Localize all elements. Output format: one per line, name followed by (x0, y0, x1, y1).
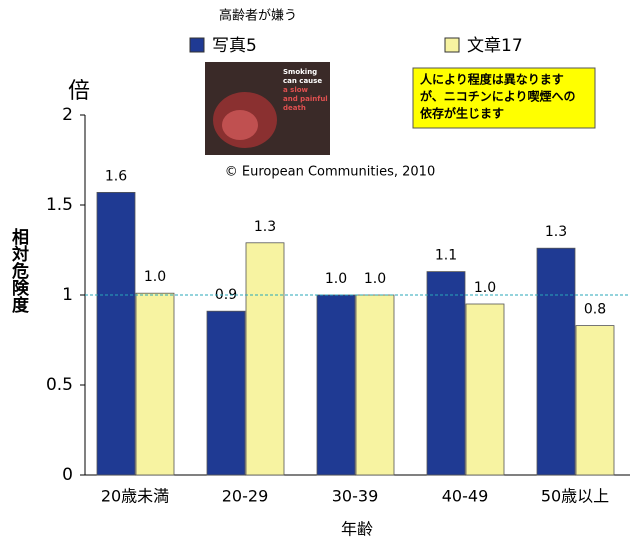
image-caption: 高齢者が嫌う (219, 8, 297, 24)
x-axis-title: 年齢 (341, 520, 373, 539)
legend-swatch (445, 38, 459, 52)
bar (97, 192, 135, 475)
photo-text: and painful (283, 95, 328, 103)
value-label: 1.0 (325, 271, 347, 287)
chart: 高齢者が嫌う © European Communities, 2010 倍 相対… (0, 0, 631, 545)
copyright: © European Communities, 2010 (225, 165, 435, 180)
x-tick-label: 20-29 (222, 487, 269, 506)
legend-label: 文章17 (467, 36, 523, 56)
value-label: 1.3 (545, 224, 567, 240)
x-tick-label: 20歳未満 (101, 487, 169, 506)
value-label: 1.3 (254, 219, 276, 235)
y-tick-label: 2 (62, 105, 73, 125)
y-tick-label: 1.5 (46, 195, 73, 215)
legend-label: 写真5 (212, 36, 257, 56)
value-label: 1.0 (364, 271, 386, 287)
bar (136, 293, 174, 475)
value-label: 1.0 (474, 280, 496, 296)
photo-detail (222, 110, 258, 140)
x-tick-label: 40-49 (442, 487, 489, 506)
bar (317, 295, 355, 475)
bar (246, 243, 284, 475)
photo-text: death (283, 104, 306, 112)
value-label: 1.6 (105, 168, 127, 184)
annotation-text: 人により程度は異なります (420, 72, 564, 87)
x-tick-label: 30-39 (332, 487, 379, 506)
bar (576, 326, 614, 475)
y-tick-label: 0.5 (46, 375, 73, 395)
annotation-text: が、ニコチンにより喫煙への (420, 89, 576, 104)
bar (466, 304, 504, 475)
bar (207, 311, 245, 475)
bar (427, 272, 465, 475)
legend-swatch (190, 38, 204, 52)
x-tick-label: 50歳以上 (541, 487, 609, 506)
bar (537, 248, 575, 475)
bar (356, 295, 394, 475)
photo-text: a slow (283, 86, 309, 94)
y-tick-label: 0 (62, 465, 73, 485)
y-axis-title: 相対危険度 (8, 227, 30, 314)
y-tick-label: 1 (62, 285, 73, 305)
value-label: 0.8 (584, 302, 606, 318)
photo-text: Smoking (283, 68, 317, 76)
value-label: 1.0 (144, 269, 166, 285)
value-label: 1.1 (435, 248, 457, 264)
photo-text: can cause (283, 77, 322, 85)
annotation-text: 依存が生じます (420, 106, 504, 121)
unit-label: 倍 (68, 79, 90, 104)
